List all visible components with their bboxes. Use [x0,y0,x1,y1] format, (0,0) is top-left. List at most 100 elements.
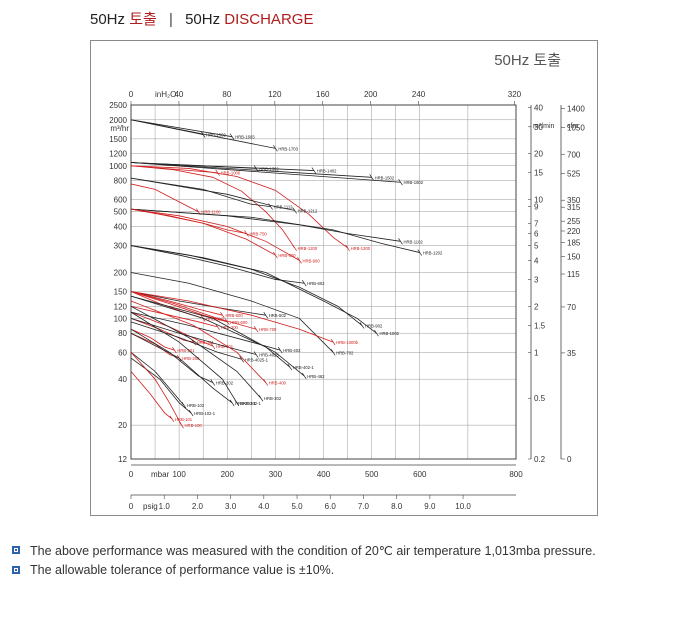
series-tick-mark [263,311,269,319]
cfm-tick-label: 255 [567,217,581,226]
series-label: HRB-1100 [201,210,221,215]
series-label: HRB-800 [278,253,296,258]
series-tick-mark [287,363,293,371]
series-label: HRB-102 [187,403,205,408]
x-top-axis-label: inH₂O [155,90,176,99]
series-line [130,291,223,316]
x-tick-label: 600 [413,470,427,479]
series-label: HRB-1603 [235,135,255,140]
psig-tick-label: 0 [129,502,134,511]
psig-tick-label: 3.0 [225,502,237,511]
mid-tick-label: 9 [534,203,539,212]
series-label: HRB-100 [185,423,203,428]
series-label: HRB-1300 [351,246,371,251]
x-top-tick-label: 240 [412,90,426,99]
y-tick-label: 400 [114,223,128,232]
series-line [130,328,175,351]
series-label: HRB-1112 [274,205,294,210]
series-tick-mark [188,409,194,417]
y-axis-label: m³/hr [110,124,129,133]
series-label: HRB-302-1 [240,401,262,406]
x-top-tick-label: 320 [508,90,522,99]
series-label: HRB-1000b [336,340,359,345]
y-tick-label: 150 [114,288,128,297]
mid-tick-label: 2 [534,302,539,311]
series-tick-mark [253,326,259,333]
series-tick-mark [181,402,187,409]
chart-frame: 50Hz 토출 12 20 40 60 80 100 120 150 200 300 400 500 60… [90,40,598,516]
x-top-tick-label: 80 [222,90,231,99]
series-line [130,272,334,353]
plot-border [130,104,517,460]
series-line [130,291,334,343]
series-tick-mark [292,207,297,214]
series-label: HRB-4025 [259,353,279,358]
series-tick-mark [239,356,244,363]
page-heading: 50Hz 토출 | 50Hz DISCHARGE [90,8,313,29]
series-label: HRB-600 [230,320,248,325]
series-line [130,305,218,328]
series-label: HRB-700 [259,327,277,332]
cfm-tick-label: 525 [567,169,581,178]
x-top-tick-label: 120 [268,90,282,99]
series-label: HRB-202-1 [235,401,257,406]
series-tick-mark [330,338,336,346]
mid-tick-label: 30 [534,123,543,132]
cfm-tick-label: 700 [567,150,581,159]
cfm-tick-label: 350 [567,196,581,205]
series-line [130,311,213,347]
x-tick-label: 800 [509,470,523,479]
series-label: HRB-201 [177,348,195,353]
series-label: HRB-702 [336,350,354,355]
heading-separator: | [168,11,173,28]
series-label: HRB-900 [302,258,320,263]
mid-tick-label: 7 [534,219,539,228]
series-line [130,318,257,355]
mid-tick-label: 1.5 [534,321,546,330]
series-line [130,119,276,149]
series-line [130,162,372,178]
series-line [130,165,348,249]
series-label: HRB-301 [197,340,215,345]
series-line [130,162,314,171]
series-tick-mark [263,379,269,386]
series-label: HRB-1402 [317,169,337,174]
heading-freq2: 50Hz [185,11,221,28]
x-tick-label: 500 [365,470,379,479]
series-tick-mark [215,169,220,176]
series-tick-mark [297,257,302,264]
series-label: HRB-1502 [375,175,395,180]
x-top-tick-label: 40 [174,90,183,99]
y-tick-label: 800 [114,177,128,186]
y-tick-label: 12 [118,455,127,464]
series-line [130,183,199,213]
psig-tick-label: 7.0 [358,502,370,511]
cfm-tick-label: 35 [567,349,576,358]
y-tick-label: 2500 [109,101,127,110]
series-line [130,300,267,383]
series-line [130,245,363,326]
heading-korean: 토출 [129,11,157,28]
mid-tick-label: 20 [534,150,543,159]
series-line [130,291,266,316]
cfm-tick-label: 150 [567,252,581,261]
x-tick-label: 300 [269,470,283,479]
series-tick-mark [273,145,278,152]
series-tick-mark [369,174,374,181]
y-tick-label: 100 [114,314,128,323]
series-tick-mark [301,372,307,380]
mid-axis-label: m³/min [533,123,554,130]
series-label: HRB-1200 [298,246,318,251]
series-label: HRB-102-1 [194,411,216,416]
series-label: HRB-1503 [206,133,226,138]
series-line [130,177,295,211]
mid-tick-label: 0.5 [534,394,546,403]
series-tick-mark [169,415,175,423]
y-tick-label: 500 [114,208,128,217]
series-tick-mark [398,238,403,245]
series-tick-mark [277,346,283,354]
psig-tick-label: 4.0 [258,502,270,511]
series-tick-mark [200,131,206,138]
bullet-square-icon [12,546,20,554]
x-tick-label: 400 [317,470,331,479]
